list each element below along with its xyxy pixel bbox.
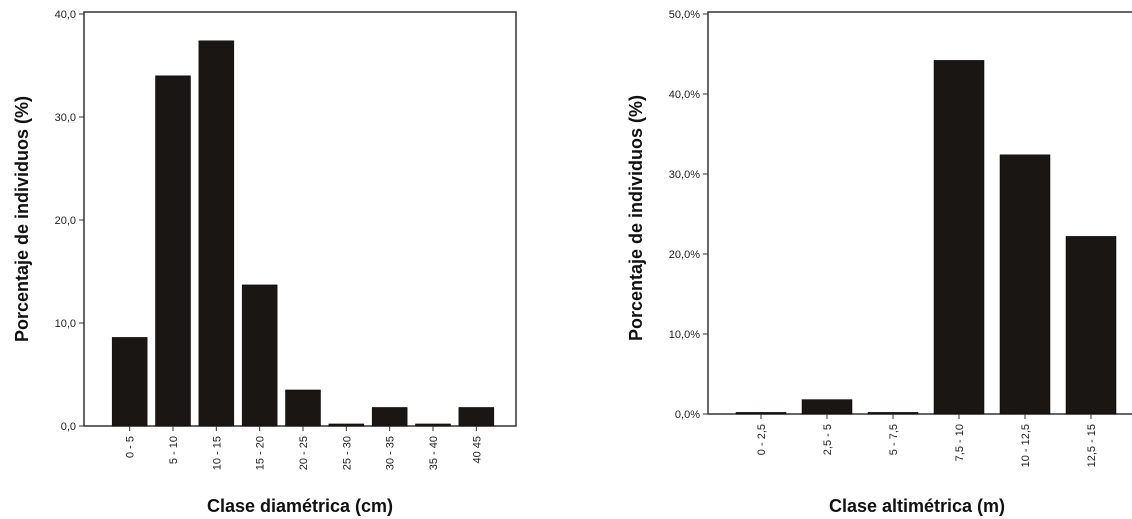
x-tick-label: 10 - 12,5 [1020, 424, 1032, 467]
bar-5 [285, 389, 321, 427]
y-tick-label: 10,0% [669, 329, 700, 341]
x-tick-label: 5 - 10 [168, 436, 180, 464]
x-tick-label: 40 45 [471, 436, 483, 464]
plot-frame [83, 11, 517, 427]
x-tick-label: 10 - 15 [211, 436, 223, 470]
y-tick-label: 0,0% [675, 409, 700, 421]
height-chart: 0,0% 10,0% 20,0% 30,0% 40,0% 50,0% 0 - 2,5 2,5… [610, 0, 1132, 519]
y-tick-label: 40,0% [669, 89, 700, 101]
y-tick-label: 10,0 [55, 318, 76, 330]
bar-6 [1065, 236, 1117, 415]
bar-3 [198, 40, 235, 427]
y-tick-label: 30,0% [669, 169, 700, 181]
x-tick-label: 7,5 - 10 [954, 424, 966, 461]
x-tick-label: 12,5 - 15 [1086, 424, 1098, 467]
x-tick-label: 30 - 35 [385, 436, 397, 470]
x-tick-label: 0 - 2,5 [756, 424, 768, 455]
y-tick-label: 20,0% [669, 249, 700, 261]
x-tick-label: 15 - 20 [255, 436, 267, 470]
y-tick-label: 50,0% [669, 9, 700, 21]
y-tick-label: 20,0 [55, 215, 76, 227]
bar-1 [735, 412, 787, 415]
bar-8 [415, 423, 451, 427]
bar-7 [371, 407, 408, 427]
plot-frame [707, 11, 1132, 415]
bar-5 [999, 154, 1051, 415]
y-tick-label: 0,0 [61, 421, 76, 433]
y-tick-label: 40,0 [55, 9, 76, 21]
x-tick-label: 5 - 7,5 [888, 424, 900, 455]
x-tick-label: 0 - 5 [125, 436, 137, 458]
bar-6 [328, 423, 365, 427]
diameter-chart-svg: 0,0 10,0 20,0 30,0 40,0 0 - 5 5 - 10 10 - 15 15… [12, 9, 517, 516]
bar-2 [155, 75, 191, 427]
x-axis-title: Clase diamétrica (cm) [207, 496, 393, 516]
bar-3 [867, 412, 919, 415]
height-chart-svg: 0,0% 10,0% 20,0% 30,0% 40,0% 50,0% 0 - 2,5 2,5… [626, 9, 1132, 516]
y-axis-title: Porcentaje de individuos (%) [626, 95, 646, 341]
bar-9 [458, 407, 495, 427]
bar-4 [241, 284, 278, 427]
y-axis-title: Porcentaje de individuos (%) [12, 96, 32, 342]
x-tick-label: 35 - 40 [428, 436, 440, 470]
x-axis-title: Clase altimétrica (m) [829, 496, 1005, 516]
bar-1 [111, 337, 148, 427]
x-tick-label: 2,5 - 5 [822, 424, 834, 455]
y-tick-label: 30,0 [55, 112, 76, 124]
bar-4 [933, 60, 985, 415]
x-tick-label: 25 - 30 [341, 436, 353, 470]
x-tick-label: 20 - 25 [298, 436, 310, 470]
diameter-chart: 0,0 10,0 20,0 30,0 40,0 0 - 5 5 - 10 10 - 15 15… [0, 0, 540, 519]
bar-2 [801, 399, 853, 415]
